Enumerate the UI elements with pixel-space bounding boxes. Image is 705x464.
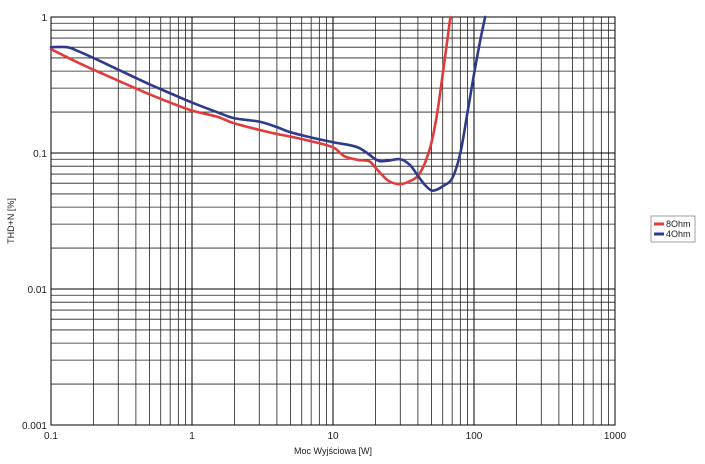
series-layer [49,15,487,193]
grid [50,17,615,426]
legend: 8Ohm 4Ohm [650,215,696,243]
y-tick-label: 0.01 [28,285,48,296]
x-tick-label: 10 [327,431,339,442]
y-tick-label: 1 [41,13,47,24]
legend-label-4ohm: 4Ohm [666,229,691,239]
x-tick-label: 100 [466,431,483,442]
legend-box [650,215,696,243]
y-axis-title: THD+N [%] [6,198,16,244]
series-line-4ohm [49,15,487,193]
y-tick-label: 0.1 [33,149,47,160]
x-tick-label: 1000 [604,431,627,442]
y-tick-label: 0.001 [22,421,47,432]
plot-frame [50,16,616,426]
tick-labels: 0.1 1 10 100 1000 0.001 0.01 0.1 1 [22,13,627,442]
series-line-8ohm [49,15,452,186]
x-axis-title: Moc Wyjściowa [W] [294,446,372,456]
legend-label-8ohm: 8Ohm [666,219,691,229]
x-tick-label: 1 [189,431,195,442]
x-tick-label: 0.1 [44,431,58,442]
